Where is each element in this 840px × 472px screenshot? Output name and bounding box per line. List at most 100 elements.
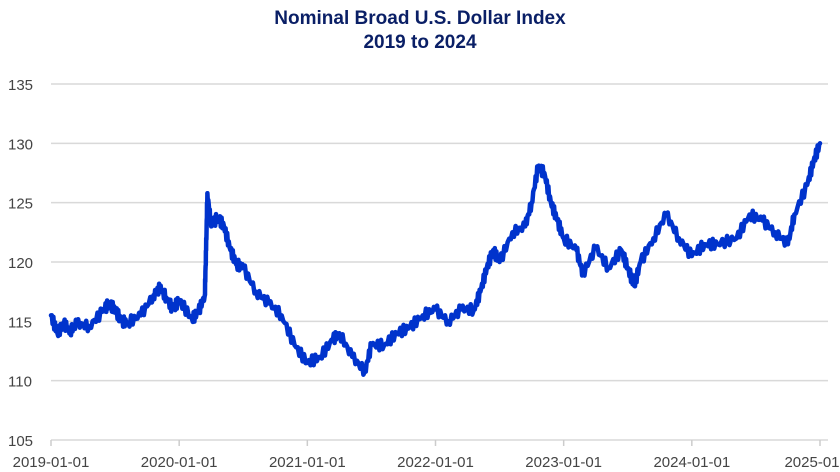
chart-title: Nominal Broad U.S. Dollar Index: [274, 8, 566, 29]
data-point: [279, 313, 284, 318]
data-point: [157, 286, 162, 291]
y-tick-label: 120: [8, 255, 33, 272]
data-point: [305, 360, 310, 365]
data-point: [734, 236, 739, 241]
data-point: [177, 297, 182, 302]
data-point: [350, 354, 355, 359]
data-point: [292, 343, 297, 348]
data-point: [689, 254, 694, 259]
data-point: [209, 224, 214, 229]
data-point: [106, 301, 111, 306]
chart-subtitle: 2019 to 2024: [363, 32, 477, 53]
data-point: [395, 331, 400, 336]
x-tick-label: 2021-01-01: [269, 454, 346, 471]
data-point: [446, 319, 451, 324]
data-point: [459, 307, 464, 312]
data-point: [510, 230, 515, 235]
data-point: [420, 313, 425, 318]
data-point: [484, 265, 489, 270]
data-point: [151, 293, 156, 298]
data-point: [49, 313, 53, 318]
data-point: [100, 309, 105, 314]
data-point: [785, 242, 790, 247]
data-point: [664, 212, 669, 217]
data-point: [61, 321, 66, 326]
data-point: [773, 230, 778, 235]
data-point: [606, 265, 611, 270]
data-point: [715, 242, 720, 247]
data-point: [497, 260, 502, 264]
data-point: [55, 331, 60, 336]
data-point: [407, 325, 412, 330]
data-point: [363, 369, 368, 374]
y-tick-label: 110: [8, 374, 32, 391]
data-point: [68, 328, 73, 333]
data-point: [561, 236, 566, 241]
data-point: [555, 218, 560, 223]
data-point: [625, 265, 630, 270]
data-point: [228, 248, 233, 253]
data-point: [369, 343, 374, 348]
data-point: [478, 289, 483, 294]
data-point: [542, 171, 547, 175]
data-point: [138, 313, 143, 318]
y-tick-label: 115: [8, 314, 32, 331]
x-tick-label: 2024-01-01: [653, 454, 730, 471]
data-point: [818, 141, 822, 146]
data-point: [205, 191, 210, 196]
data-point: [811, 159, 816, 164]
data-point: [202, 293, 207, 298]
x-tick-label: 2025-01: [784, 454, 839, 471]
data-point: [222, 224, 227, 229]
data-point: [580, 271, 585, 276]
data-point: [254, 289, 259, 294]
data-point: [318, 354, 323, 359]
data-point: [593, 245, 598, 250]
data-point: [189, 316, 194, 321]
data-point: [632, 283, 637, 288]
x-tick-label: 2019-01-01: [13, 454, 90, 471]
data-point: [337, 331, 342, 336]
data-point: [747, 212, 752, 217]
data-point: [433, 307, 438, 312]
data-point: [702, 242, 707, 247]
data-point: [523, 224, 528, 229]
series-line: [48, 141, 823, 377]
x-tick-label: 2023-01-01: [525, 454, 602, 471]
data-point: [471, 307, 476, 312]
data-point: [196, 309, 201, 314]
data-point: [215, 214, 220, 219]
data-point: [382, 343, 387, 348]
data-point: [266, 301, 271, 306]
y-tick-label: 130: [8, 136, 33, 153]
data-point: [125, 320, 130, 325]
data-point: [536, 165, 541, 170]
data-point: [234, 262, 239, 267]
x-tick-label: 2020-01-01: [141, 454, 218, 471]
data-point: [574, 248, 579, 253]
data-point: [74, 321, 79, 326]
data-point: [638, 260, 643, 264]
y-tick-label: 135: [8, 77, 33, 94]
data-point: [792, 212, 797, 217]
data-point: [677, 236, 682, 241]
data-point: [805, 182, 810, 187]
data-point: [619, 248, 624, 253]
y-tick-label: 125: [8, 196, 33, 213]
data-point: [241, 265, 246, 270]
x-tick-label: 2022-01-01: [397, 454, 474, 471]
data-point: [491, 248, 496, 253]
y-tick-label: 105: [8, 433, 33, 450]
data-point: [87, 324, 92, 329]
data-point: [760, 218, 765, 223]
data-point: [119, 319, 124, 324]
data-point: [330, 337, 335, 342]
data-point: [164, 295, 169, 300]
data-point: [651, 236, 656, 241]
data-point: [548, 200, 553, 205]
data-point: [204, 248, 209, 253]
data-point: [170, 307, 175, 312]
data-point: [113, 307, 118, 312]
